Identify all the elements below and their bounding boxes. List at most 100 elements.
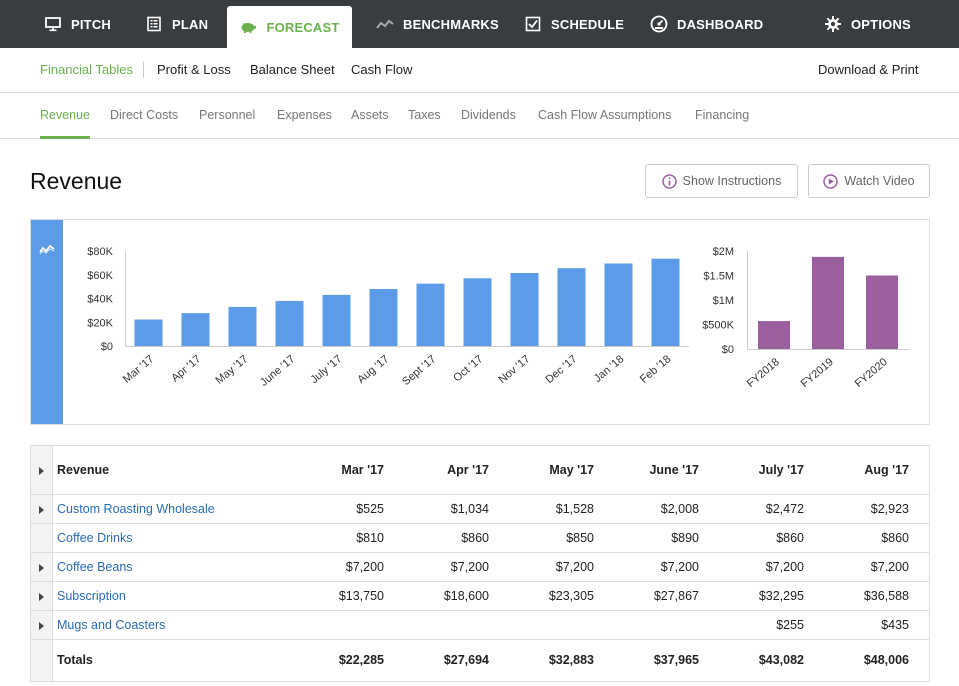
tab-schedule[interactable]: SCHEDULE (524, 0, 624, 48)
y-tick-label: $2M (713, 246, 734, 258)
tab-schedule-label: SCHEDULE (551, 16, 625, 32)
monitor-icon (44, 15, 62, 33)
bar (463, 278, 492, 346)
show-instructions-label: Show Instructions (682, 174, 782, 188)
x-tick-label: FY2019 (799, 356, 836, 390)
page-title: Revenue (30, 168, 123, 194)
chart-trend-icon (39, 242, 55, 255)
subnav-revenue[interactable]: Revenue (40, 108, 91, 122)
tab-pitch[interactable]: PITCH (44, 0, 111, 48)
column-header: July '17 (758, 462, 804, 477)
watch-video-button[interactable]: Watch Video (808, 164, 930, 198)
expand-arrow-icon[interactable] (39, 505, 44, 514)
gauge-icon (650, 15, 668, 33)
download-print-link[interactable]: Download & Print (818, 62, 919, 77)
x-tick-label: Mar '17 (121, 353, 157, 386)
value-cell: $7,200 (870, 559, 909, 574)
x-tick-label: Apr '17 (169, 353, 203, 384)
table-row: Coffee Beans $7,200 $7,200 $7,200 $7,200 $7,2… (31, 553, 929, 582)
subnav-expenses[interactable]: Expenses (277, 108, 332, 122)
y-tick-label: $20K (87, 317, 113, 329)
value-cell: $2,008 (660, 501, 699, 516)
table-header-row: Revenue Mar '17 Apr '17 May '17 June '17 July… (31, 446, 929, 495)
tab-plan[interactable]: PLAN (145, 0, 208, 48)
subnav-assets[interactable]: Assets (351, 108, 389, 122)
y-tick-label: $500K (702, 320, 734, 332)
revenue-chart-panel: $0 $20K $40K $60K $80K Mar '17 Apr '17 May '17 J… (30, 219, 930, 425)
chart-sidebar[interactable] (31, 220, 63, 424)
checkbox-icon (524, 15, 542, 33)
subnav-financing[interactable]: Financing (695, 108, 750, 122)
tab-dashboard[interactable]: DASHBOARD (650, 0, 763, 48)
value-cell: $43,082 (758, 652, 804, 667)
row-label[interactable]: Coffee Drinks (57, 530, 133, 545)
row-label[interactable]: Mugs and Coasters (57, 617, 166, 632)
bar (866, 275, 898, 349)
expand-arrow-icon[interactable] (39, 563, 44, 572)
x-tick-label: Nov '17 (496, 353, 532, 386)
column-header: May '17 (549, 462, 594, 477)
subnav-direct-costs[interactable]: Direct Costs (110, 108, 179, 122)
expand-arrow-icon[interactable] (39, 621, 44, 630)
column-header: June '17 (649, 462, 699, 477)
bar (416, 283, 445, 346)
subnav-cash-flow[interactable]: Cash Flow (351, 62, 413, 77)
x-tick-label: Aug '17 (355, 353, 391, 386)
x-tick-label: FY2020 (853, 356, 890, 390)
table-row: Mugs and Coasters $255 $435 (31, 611, 929, 640)
subnav-cash-flow-assumptions[interactable]: Cash Flow Assumptions (538, 108, 672, 122)
value-cell: $525 (356, 501, 384, 516)
y-tick-label: $0 (722, 344, 734, 356)
value-cell: $435 (881, 617, 909, 632)
gear-icon (824, 15, 842, 33)
column-header: Aug '17 (864, 462, 909, 477)
bar (228, 306, 257, 346)
subnav-profit-loss[interactable]: Profit & Loss (157, 62, 231, 77)
value-cell: $27,694 (443, 652, 489, 667)
tab-plan-label: PLAN (172, 16, 209, 32)
value-cell: $860 (461, 530, 489, 545)
expand-arrow-icon[interactable] (39, 592, 44, 601)
x-tick-label: Feb '18 (638, 353, 674, 386)
show-instructions-button[interactable]: Show Instructions (645, 164, 798, 198)
value-cell: $2,472 (765, 501, 804, 516)
row-label: Totals (57, 652, 93, 667)
subnav-dividends[interactable]: Dividends (461, 108, 516, 122)
subnav-financial-tables[interactable]: Financial Tables (40, 62, 133, 77)
y-tick-label: $40K (87, 294, 113, 306)
value-cell: $27,867 (653, 588, 699, 603)
bar (758, 321, 790, 349)
tab-options[interactable]: OPTIONS (824, 0, 911, 48)
info-icon (661, 173, 677, 189)
row-label[interactable]: Subscription (57, 588, 126, 603)
subnav-personnel[interactable]: Personnel (199, 108, 256, 122)
subnav-taxes[interactable]: Taxes (408, 108, 441, 122)
tab-benchmarks[interactable]: BENCHMARKS (376, 0, 499, 48)
value-cell: $7,200 (765, 559, 804, 574)
tab-benchmarks-label: BENCHMARKS (403, 16, 499, 32)
totals-row: Totals $22,285 $27,694 $32,883 $37,965 $43,08… (31, 640, 929, 681)
tab-dashboard-label: DASHBOARD (677, 16, 764, 32)
row-label[interactable]: Custom Roasting Wholesale (57, 501, 215, 516)
watch-video-label: Watch Video (844, 174, 915, 188)
tab-forecast[interactable]: FORECAST (227, 6, 352, 48)
play-icon (823, 173, 839, 189)
value-cell: $255 (776, 617, 804, 632)
tab-pitch-label: PITCH (71, 16, 111, 32)
bar (181, 313, 210, 346)
x-tick-label: June '17 (258, 353, 297, 389)
row-label[interactable]: Coffee Beans (57, 559, 133, 574)
x-tick-label: Sept '17 (400, 353, 438, 388)
value-cell: $810 (356, 530, 384, 545)
y-tick-label: $1.5M (703, 271, 734, 283)
y-tick-label: $80K (87, 246, 113, 258)
y-tick-label: $60K (87, 270, 113, 282)
column-header: Mar '17 (341, 462, 384, 477)
subnav-balance-sheet[interactable]: Balance Sheet (250, 62, 335, 77)
bar (812, 256, 844, 349)
value-cell: $13,750 (338, 588, 384, 603)
expand-arrow-icon[interactable] (39, 466, 44, 475)
document-icon (145, 15, 163, 33)
bar (651, 258, 680, 346)
